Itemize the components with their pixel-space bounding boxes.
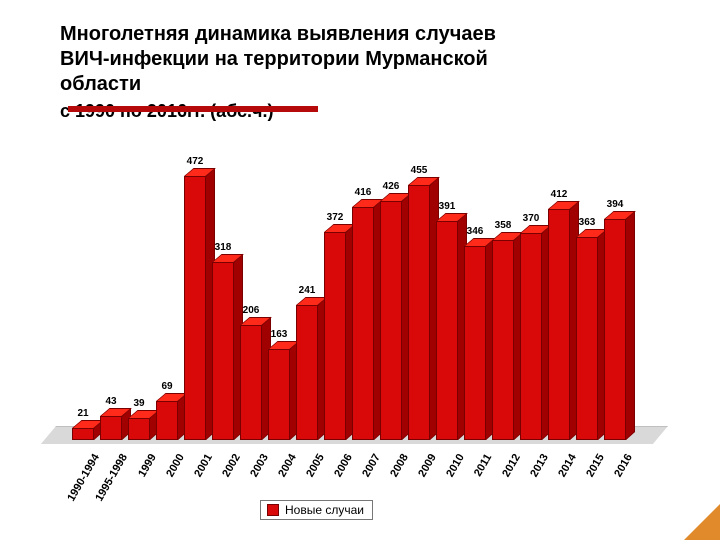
corner-accent bbox=[684, 504, 720, 540]
bar: 21 bbox=[72, 428, 94, 440]
bar-value-label: 455 bbox=[411, 165, 428, 176]
title-line-1: Многолетняя динамика выявления случаев bbox=[60, 22, 660, 47]
bar: 206 bbox=[240, 325, 262, 440]
bar-value-label: 21 bbox=[77, 408, 88, 419]
x-axis-label: 2015 bbox=[584, 452, 607, 479]
bars-container: 21 43 39 69 472 318 206 163 241 372 416 426 455 391 34… bbox=[60, 160, 660, 440]
bar: 241 bbox=[296, 305, 318, 440]
bar: 426 bbox=[380, 201, 402, 440]
bar: 394 bbox=[604, 219, 626, 440]
x-axis-label: 2006 bbox=[332, 452, 355, 479]
x-axis-label: 2016 bbox=[612, 452, 635, 479]
bar: 39 bbox=[128, 418, 150, 440]
bar: 163 bbox=[268, 349, 290, 440]
bar: 455 bbox=[408, 185, 430, 440]
x-axis-label: 2012 bbox=[500, 452, 523, 479]
bar: 412 bbox=[548, 209, 570, 440]
x-axis-label: 2005 bbox=[304, 452, 327, 479]
x-axis-label: 2003 bbox=[248, 452, 271, 479]
bar: 358 bbox=[492, 240, 514, 440]
bar-value-label: 358 bbox=[495, 220, 512, 231]
bar-value-label: 43 bbox=[105, 396, 116, 407]
bar-value-label: 241 bbox=[299, 285, 316, 296]
bar: 346 bbox=[464, 246, 486, 440]
x-axis-label: 1999 bbox=[136, 452, 159, 479]
bar: 416 bbox=[352, 207, 374, 440]
bar-value-label: 391 bbox=[439, 201, 456, 212]
x-axis-label: 2000 bbox=[164, 452, 187, 479]
legend: Новые случаи bbox=[260, 500, 373, 520]
bar: 363 bbox=[576, 237, 598, 440]
bar-value-label: 206 bbox=[243, 305, 260, 316]
bar-chart: 21 43 39 69 472 318 206 163 241 372 416 426 455 391 34… bbox=[60, 160, 660, 440]
title-line-2: ВИЧ-инфекции на территории Мурманской bbox=[60, 47, 660, 72]
x-axis-label: 2008 bbox=[388, 452, 411, 479]
bar: 391 bbox=[436, 221, 458, 440]
bar: 69 bbox=[156, 401, 178, 440]
x-axis-label: 2002 bbox=[220, 452, 243, 479]
x-axis-label: 2011 bbox=[472, 452, 494, 479]
x-axis-label: 2001 bbox=[192, 452, 215, 479]
bar-value-label: 318 bbox=[215, 242, 232, 253]
bar: 372 bbox=[324, 232, 346, 440]
x-axis-label: 2009 bbox=[416, 452, 439, 479]
bar-value-label: 372 bbox=[327, 212, 344, 223]
x-axis-label: 2007 bbox=[360, 452, 383, 479]
x-axis-label: 2014 bbox=[556, 452, 579, 479]
bar-value-label: 69 bbox=[161, 381, 172, 392]
bar-value-label: 163 bbox=[271, 329, 288, 340]
x-axis-label: 2010 bbox=[444, 452, 467, 479]
title-line-3: области bbox=[60, 72, 660, 97]
bar-value-label: 394 bbox=[607, 199, 624, 210]
bar-value-label: 426 bbox=[383, 181, 400, 192]
x-axis-label: 2013 bbox=[528, 452, 551, 479]
bar-value-label: 346 bbox=[467, 226, 484, 237]
bar: 472 bbox=[184, 176, 206, 440]
bar-value-label: 370 bbox=[523, 213, 540, 224]
legend-swatch bbox=[267, 504, 279, 516]
bar-value-label: 412 bbox=[551, 189, 568, 200]
bar-value-label: 363 bbox=[579, 217, 596, 228]
bar: 370 bbox=[520, 233, 542, 440]
bar-value-label: 39 bbox=[133, 398, 144, 409]
bar-value-label: 416 bbox=[355, 187, 372, 198]
legend-label: Новые случаи bbox=[285, 503, 364, 517]
title-underline bbox=[68, 106, 318, 112]
bar: 318 bbox=[212, 262, 234, 440]
x-axis-label: 2004 bbox=[276, 452, 299, 479]
bar-value-label: 472 bbox=[187, 156, 204, 167]
bar: 43 bbox=[100, 416, 122, 440]
